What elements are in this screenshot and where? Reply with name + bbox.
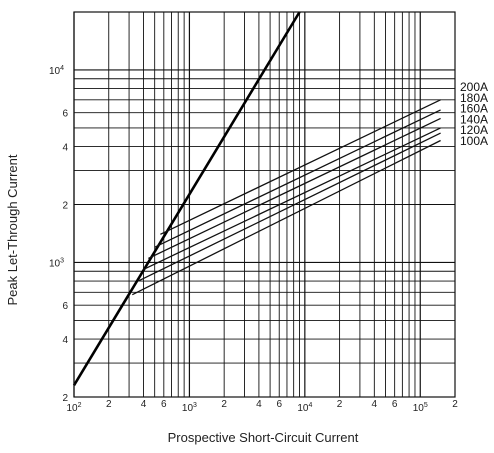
series-line xyxy=(154,109,441,248)
y-tick-label: 4 xyxy=(62,335,68,346)
x-tick-label: 2 xyxy=(221,399,227,410)
series-label: 140A xyxy=(460,112,488,126)
y-tick-labels: 2 4 6 103 2 4 6 104 xyxy=(49,65,68,404)
series-label: 100A xyxy=(460,134,488,148)
x-tick-label: 4 xyxy=(256,399,262,410)
series-line xyxy=(160,99,441,235)
y-tick-label: 103 xyxy=(49,257,64,269)
x-tick-label: 2 xyxy=(337,399,343,410)
y-tick-label: 4 xyxy=(62,143,68,154)
series-line xyxy=(143,127,441,270)
x-tick-label: 104 xyxy=(297,402,312,414)
x-tick-label: 6 xyxy=(276,399,282,410)
x-tick-label: 105 xyxy=(413,402,428,414)
reference-line xyxy=(72,11,301,386)
series-lines xyxy=(132,99,441,296)
x-tick-label: 6 xyxy=(392,399,398,410)
y-tick-label: 6 xyxy=(62,301,68,312)
y-tick-label: 2 xyxy=(62,393,68,404)
x-tick-label: 102 xyxy=(66,402,81,414)
x-tick-labels: 102 2 4 6 103 2 4 6 104 2 4 6 105 2 xyxy=(66,399,458,414)
series-label: 160A xyxy=(460,102,488,116)
y-tick-label: 6 xyxy=(62,109,68,120)
y-axis-label: Peak Let-Through Current xyxy=(5,154,20,305)
series-line xyxy=(137,132,441,282)
x-axis-label: Prospective Short-Circuit Current xyxy=(168,430,359,445)
plot-frame xyxy=(73,11,456,398)
series-line xyxy=(132,139,441,296)
x-tick-label: 103 xyxy=(182,402,197,414)
x-tick-label: 4 xyxy=(372,399,378,410)
x-tick-label: 6 xyxy=(161,399,167,410)
x-tick-label: 2 xyxy=(106,399,112,410)
series-line xyxy=(148,117,441,259)
series-label: 200A xyxy=(460,80,488,94)
reference-line-group xyxy=(72,11,301,386)
series-label: 180A xyxy=(460,91,488,105)
x-tick-label: 4 xyxy=(141,399,147,410)
series-label: 120A xyxy=(460,123,488,137)
x-tick-label: 2 xyxy=(452,399,458,410)
y-tick-label: 2 xyxy=(62,201,68,212)
y-tick-label: 104 xyxy=(49,65,64,77)
